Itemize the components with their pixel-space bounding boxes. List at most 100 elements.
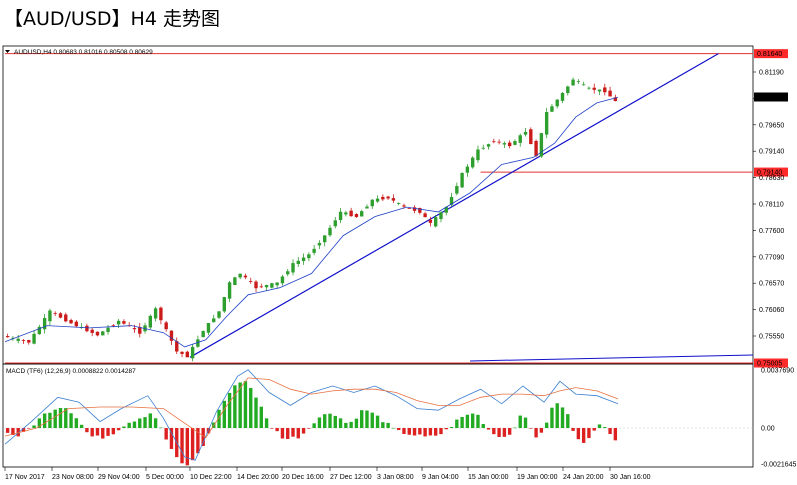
candle-body [259, 286, 263, 288]
candle-body [238, 273, 242, 278]
macd-main-line [4, 369, 619, 461]
macd-lines [4, 369, 619, 461]
candle-body [270, 283, 274, 288]
candle-body [597, 89, 602, 92]
macd-bar [138, 418, 142, 429]
candle-body [592, 87, 596, 90]
price-tick-label: 0.78630 [759, 175, 784, 182]
price-tick-label: 0.77600 [759, 228, 784, 235]
candle-body [507, 142, 512, 147]
trendlines [189, 53, 754, 362]
candle-body [227, 282, 232, 299]
macd-bar [560, 407, 565, 429]
candle-body [397, 203, 401, 204]
macd-bar [307, 428, 311, 429]
candle-body [111, 325, 116, 327]
macd-bar [529, 428, 533, 429]
candle-body [286, 271, 290, 275]
candle-body [53, 313, 57, 314]
macd-bar [465, 414, 470, 429]
candle-body [138, 327, 142, 334]
lower-trend-line [470, 354, 754, 362]
macd-bar [476, 414, 480, 429]
macd-bar [507, 428, 512, 435]
macd-bar [148, 413, 153, 429]
candle-body [254, 281, 258, 289]
candle-body [90, 329, 94, 333]
macd-bar [449, 426, 454, 429]
candle-body [217, 311, 221, 318]
macd-bar [270, 428, 274, 429]
macd-bar [492, 428, 496, 435]
candle-body [423, 213, 427, 218]
candle-body [518, 135, 522, 143]
candle-body [275, 282, 279, 286]
ma-line [4, 96, 619, 348]
macd-bar [323, 414, 327, 429]
macd-bar [513, 427, 517, 429]
macd-bar [42, 413, 47, 429]
macd-bar [132, 421, 137, 429]
candle-body [433, 217, 438, 227]
macd-bar [365, 410, 369, 429]
macd-bar [460, 416, 464, 429]
candle-body [291, 263, 295, 273]
price-tick-label: 0.81190 [759, 70, 784, 77]
candle-body [455, 186, 459, 194]
macd-bar [286, 428, 290, 439]
candle-body [544, 112, 549, 135]
macd-bar [397, 428, 401, 431]
macd-bar [349, 421, 353, 429]
candle-body [5, 336, 10, 338]
candle-body [581, 84, 586, 86]
macd-bar [185, 428, 190, 466]
macd-bar [159, 427, 163, 429]
macd-bar [143, 417, 147, 429]
collapse-triangle-icon[interactable] [5, 50, 10, 53]
candle-body [106, 327, 110, 332]
macd-bar [328, 413, 332, 429]
candle-body [206, 323, 211, 333]
candle-body [264, 284, 269, 288]
price-tick-label: 0.76570 [759, 281, 784, 288]
macd-bar [375, 415, 380, 429]
macd-bar [608, 428, 612, 435]
candle-body [391, 198, 396, 201]
macd-bar [222, 400, 226, 429]
candle-body [190, 346, 195, 359]
candle-body [32, 333, 36, 344]
candle-body [603, 87, 607, 93]
macd-bar [571, 428, 575, 431]
macd-histogram [3, 381, 753, 466]
macd-bar [518, 415, 522, 429]
candle-body [497, 141, 501, 143]
macd-bar [296, 428, 300, 439]
macd-bar [566, 414, 570, 429]
macd-bar [344, 422, 348, 429]
macd-bar [233, 385, 237, 429]
current-price-label: 0.80629 [757, 95, 782, 102]
candle-body [233, 277, 237, 285]
macd-bar [523, 417, 528, 429]
candle-body [296, 260, 300, 264]
candle-body [328, 227, 332, 236]
macd-bar [481, 424, 485, 429]
macd-bar [116, 428, 121, 431]
candle-body [164, 322, 168, 330]
candle-body [386, 196, 390, 199]
price-tick-label: 0.77090 [759, 254, 784, 261]
candle-body [95, 331, 100, 336]
time-tick-label: 24 Jan 20:00 [563, 474, 604, 481]
candle-body [571, 79, 575, 86]
macd-bar [470, 413, 475, 429]
macd-bar [180, 428, 184, 464]
candle-body [486, 144, 491, 147]
macd-bar [592, 428, 596, 431]
macd-bar [333, 415, 337, 429]
time-tick-label: 15 Jan 00:00 [468, 474, 509, 481]
macd-bar [360, 410, 364, 429]
macd-bar [587, 428, 591, 439]
moving-average [4, 96, 619, 348]
macd-bar [101, 428, 105, 439]
